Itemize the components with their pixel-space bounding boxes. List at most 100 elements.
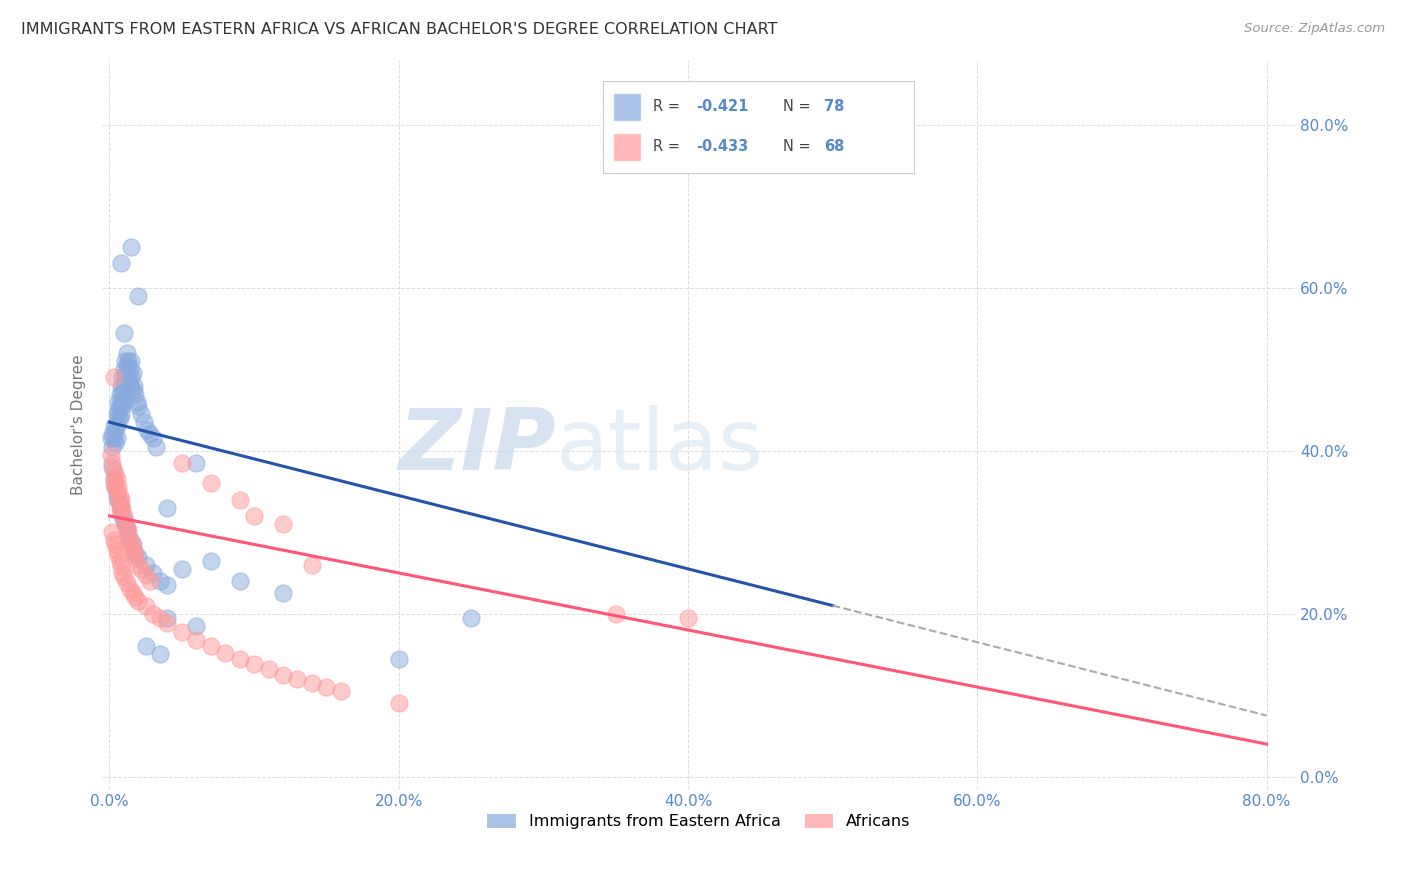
Point [114,370,136,384]
Point [329,684,352,698]
Point [121,537,143,551]
Legend: Immigrants from Eastern Africa, Africans: Immigrants from Eastern Africa, Africans [481,807,917,836]
Point [120,354,142,368]
Point [103,432,125,446]
Point [124,545,146,559]
Text: IMMIGRANTS FROM EASTERN AFRICA VS AFRICAN BACHELOR'S DEGREE CORRELATION CHART: IMMIGRANTS FROM EASTERN AFRICA VS AFRICA… [21,22,778,37]
Point [117,525,139,540]
Point [101,456,124,470]
Point [170,456,193,470]
Point [104,423,127,437]
Point [135,640,157,654]
Point [134,415,156,429]
Point [129,562,152,576]
Point [125,394,148,409]
Point [101,440,124,454]
Point [108,554,131,568]
Point [104,468,127,483]
Point [127,594,149,608]
Point [103,370,125,384]
Point [110,505,132,519]
Point [108,386,131,401]
Point [124,386,146,401]
Point [145,440,167,454]
Point [170,562,193,576]
Point [104,480,127,494]
Point [108,500,131,515]
Point [156,611,179,625]
Point [103,533,125,548]
Point [214,646,236,660]
Point [301,558,323,572]
Point [115,375,138,389]
Point [228,492,250,507]
Point [127,399,149,413]
Point [108,497,131,511]
Point [105,407,128,421]
Point [112,362,135,376]
Point [111,399,134,413]
Point [135,558,157,572]
Point [112,378,135,392]
Point [315,680,337,694]
Point [271,517,294,532]
Point [287,672,309,686]
Point [110,492,132,507]
Point [118,533,141,548]
Point [118,533,141,548]
Point [114,354,136,368]
Point [121,383,143,397]
Point [108,489,131,503]
Point [139,574,162,588]
Point [105,484,128,499]
Point [105,472,128,486]
Point [117,370,139,384]
Point [149,574,172,588]
Point [271,586,294,600]
Point [115,358,138,372]
Point [257,662,280,676]
Point [388,651,411,665]
Point [105,489,128,503]
Point [186,632,208,647]
Point [200,640,222,654]
Point [111,508,134,523]
Point [114,517,136,532]
Point [124,591,146,605]
Point [115,521,138,535]
Point [170,624,193,639]
Point [110,559,132,574]
Text: Source: ZipAtlas.com: Source: ZipAtlas.com [1244,22,1385,36]
Point [127,549,149,564]
Point [104,480,127,494]
Point [110,378,132,392]
Point [107,548,129,562]
Point [136,423,159,437]
Point [121,541,143,556]
Point [104,435,127,450]
Point [103,419,125,434]
Point [100,448,122,462]
Point [112,326,135,340]
Point [107,403,129,417]
Point [103,476,125,491]
Point [110,256,132,270]
Point [118,378,141,392]
Point [111,370,134,384]
Point [101,427,124,442]
Point [139,427,162,442]
Point [142,607,165,621]
Point [101,460,124,475]
Text: atlas: atlas [555,405,763,488]
Point [127,289,149,303]
Point [301,676,323,690]
Point [105,543,128,558]
Point [124,551,146,566]
Point [111,386,134,401]
Point [156,616,179,631]
Point [186,619,208,633]
Point [200,554,222,568]
Point [243,657,266,672]
Point [101,525,124,540]
Point [114,517,136,532]
